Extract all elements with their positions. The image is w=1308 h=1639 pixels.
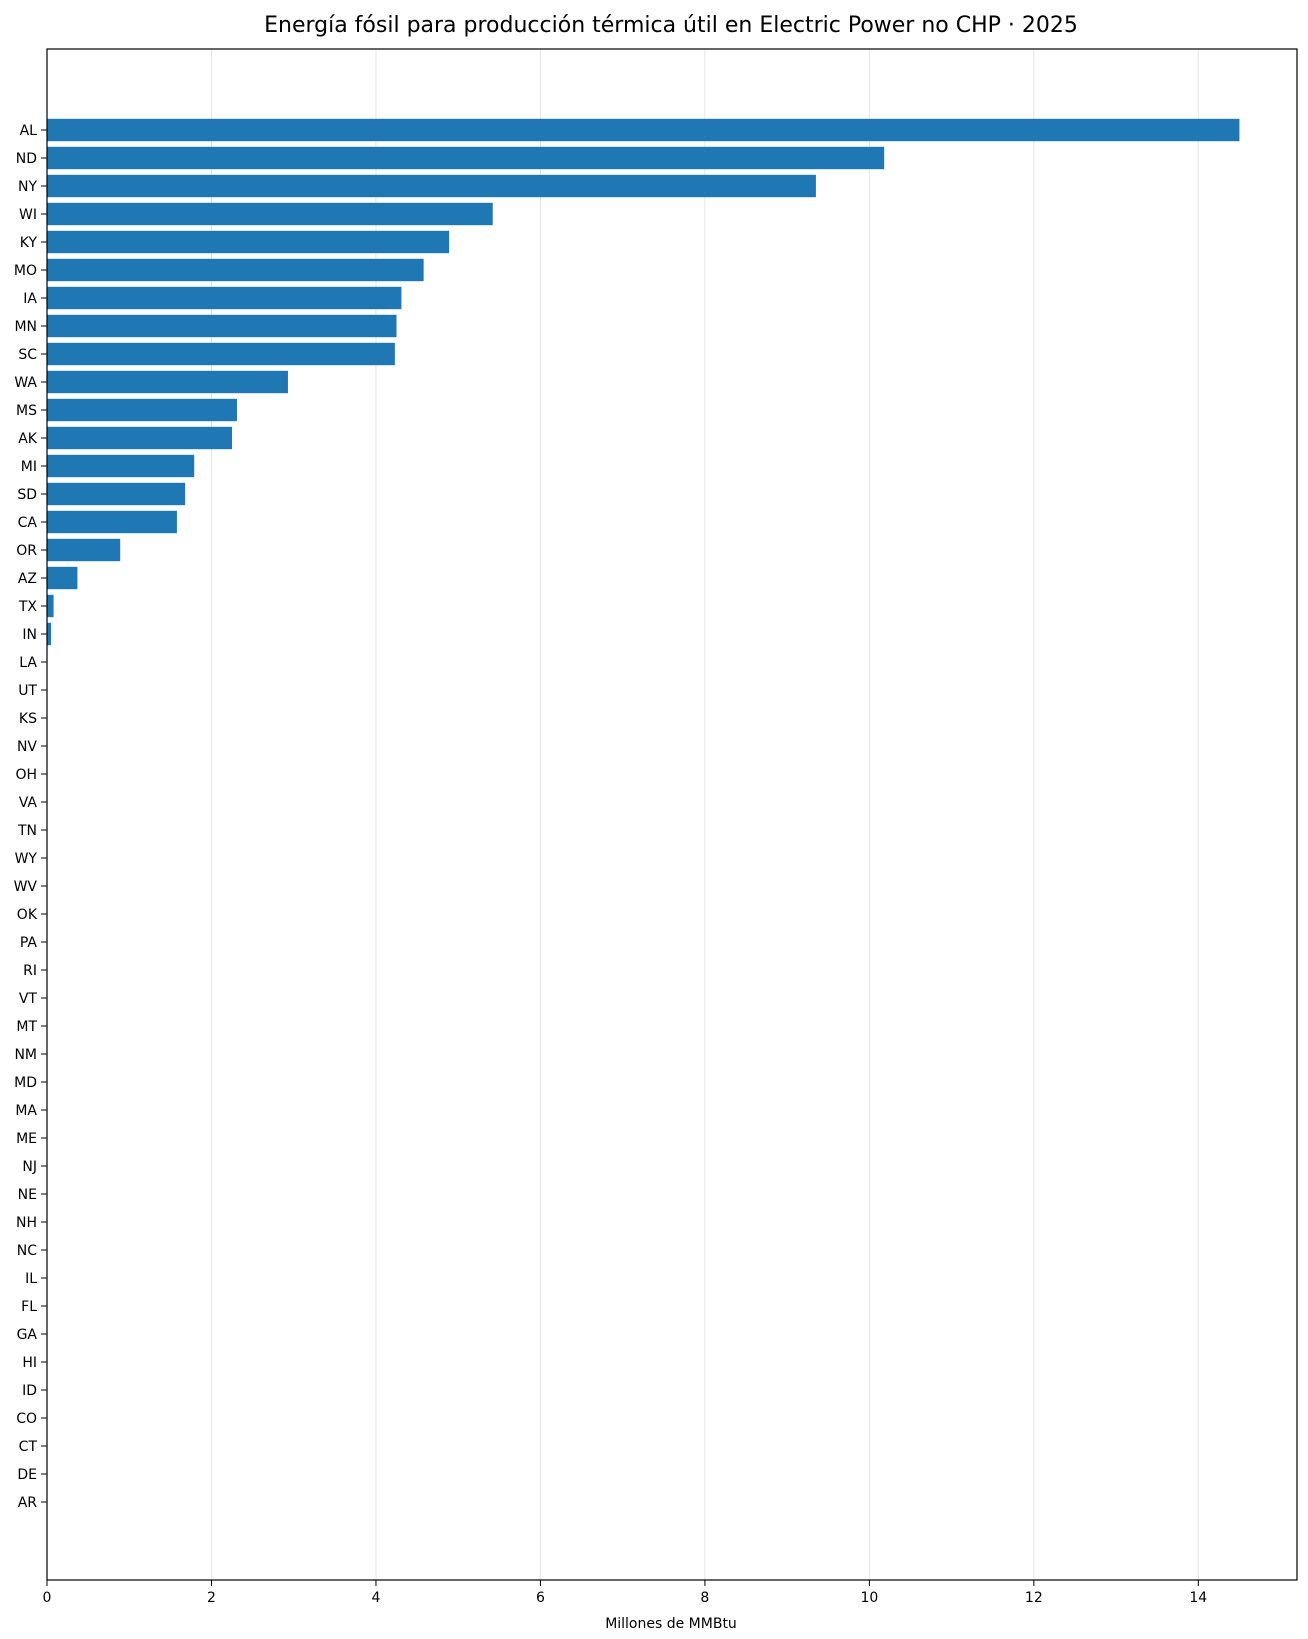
y-tick-label: ND bbox=[16, 151, 37, 167]
y-tick-label: IL bbox=[25, 1271, 37, 1287]
bar-or bbox=[47, 538, 121, 562]
y-tick-label: WY bbox=[15, 851, 38, 867]
x-tick-label: 2 bbox=[207, 1590, 216, 1606]
y-tick-label: UT bbox=[18, 683, 37, 699]
chart-title: Energía fósil para producción térmica út… bbox=[264, 13, 1078, 38]
bar-ky bbox=[47, 230, 450, 254]
bar-ca bbox=[47, 510, 177, 534]
y-tick-label: MN bbox=[14, 319, 37, 335]
y-tick-label: RI bbox=[23, 963, 37, 979]
y-tick-label: SD bbox=[17, 487, 37, 503]
y-tick-label: OH bbox=[15, 767, 37, 783]
y-tick-label: WA bbox=[14, 375, 37, 391]
y-tick-label: NY bbox=[18, 179, 37, 195]
y-tick-label: AR bbox=[18, 1495, 38, 1511]
x-axis-label: Millones de MMBtu bbox=[605, 1616, 737, 1632]
bar-az bbox=[47, 566, 78, 590]
y-tick-label: HI bbox=[22, 1355, 37, 1371]
y-tick-label: FL bbox=[21, 1299, 37, 1315]
y-tick-label: CO bbox=[16, 1411, 37, 1427]
y-tick-label: TN bbox=[17, 823, 37, 839]
bar-sd bbox=[47, 482, 186, 506]
bar-wi bbox=[47, 202, 493, 226]
bar-mi bbox=[47, 454, 195, 478]
y-tick-label: AL bbox=[20, 123, 38, 139]
bar-group bbox=[47, 118, 1240, 646]
y-tick-label: NV bbox=[17, 739, 37, 755]
x-tick-label: 4 bbox=[371, 1590, 380, 1606]
y-tick-label: CT bbox=[19, 1439, 38, 1455]
bar-nd bbox=[47, 146, 885, 170]
x-tick-label: 10 bbox=[860, 1590, 878, 1606]
x-tick-label: 14 bbox=[1189, 1590, 1207, 1606]
y-tick-label: OK bbox=[17, 907, 38, 923]
y-tick-label: MO bbox=[14, 263, 37, 279]
y-tick-label: AK bbox=[18, 431, 38, 447]
y-tick-label: CA bbox=[18, 515, 38, 531]
bar-ia bbox=[47, 286, 402, 310]
y-tick-label: VA bbox=[19, 795, 38, 811]
y-tick-label: KS bbox=[19, 711, 37, 727]
x-tick-label: 6 bbox=[536, 1590, 545, 1606]
x-axis-ticks: 0 2 4 6 8 10 12 14 bbox=[43, 1580, 1207, 1606]
bar-ms bbox=[47, 398, 237, 422]
bar-wa bbox=[47, 370, 288, 394]
plot-frame bbox=[46, 48, 1298, 1581]
y-tick-label: ME bbox=[16, 1131, 37, 1147]
y-tick-label: NC bbox=[17, 1243, 37, 1259]
bar-in bbox=[47, 622, 52, 646]
y-tick-label: PA bbox=[20, 935, 38, 951]
y-tick-label: OR bbox=[16, 543, 37, 559]
bar-mn bbox=[47, 314, 397, 338]
y-tick-label: WI bbox=[19, 207, 37, 223]
y-tick-label: LA bbox=[19, 655, 37, 671]
x-tick-label: 8 bbox=[700, 1590, 709, 1606]
y-tick-label: MD bbox=[14, 1075, 37, 1091]
y-tick-label: MS bbox=[16, 403, 37, 419]
y-tick-label: TX bbox=[18, 599, 38, 615]
y-tick-label: MA bbox=[15, 1103, 37, 1119]
y-tick-label: MT bbox=[16, 1019, 37, 1035]
y-tick-label: SC bbox=[18, 347, 37, 363]
bar-mo bbox=[47, 258, 424, 282]
y-tick-label: NE bbox=[18, 1187, 37, 1203]
y-tick-label: NJ bbox=[22, 1159, 37, 1175]
bar-ak bbox=[47, 426, 233, 450]
bar-ny bbox=[47, 174, 816, 198]
bar-sc bbox=[47, 342, 395, 366]
y-tick-label: IN bbox=[22, 627, 37, 643]
y-tick-label: KY bbox=[20, 235, 38, 251]
y-tick-label: WV bbox=[14, 879, 38, 895]
x-tick-label: 12 bbox=[1025, 1590, 1043, 1606]
y-tick-label: MI bbox=[21, 459, 37, 475]
y-tick-label: AZ bbox=[18, 571, 37, 587]
y-axis-ticks: AL ND NY WI KY MO IA MN SC WA MS AK MI SD CA OR AZ TX IN LA… bbox=[14, 123, 47, 1511]
y-tick-label: DE bbox=[17, 1467, 37, 1483]
y-tick-label: VT bbox=[19, 991, 38, 1007]
y-tick-label: NM bbox=[14, 1047, 37, 1063]
x-tick-label: 0 bbox=[43, 1590, 52, 1606]
y-tick-label: NH bbox=[16, 1215, 37, 1231]
y-tick-label: ID bbox=[22, 1383, 37, 1399]
bar-al bbox=[47, 118, 1240, 142]
y-tick-label: GA bbox=[17, 1327, 38, 1343]
y-tick-label: IA bbox=[23, 291, 37, 307]
bar-tx bbox=[47, 594, 54, 618]
